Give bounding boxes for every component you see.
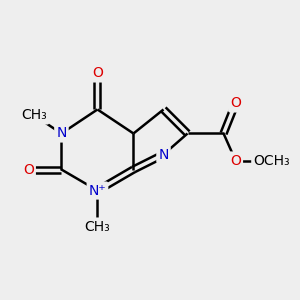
Text: O: O <box>230 154 241 167</box>
Text: O: O <box>92 66 103 80</box>
Text: CH₃: CH₃ <box>22 109 47 122</box>
Text: N: N <box>158 148 169 161</box>
Text: O: O <box>230 97 241 110</box>
Text: N: N <box>56 127 67 140</box>
Text: O: O <box>23 163 34 176</box>
Text: CH₃: CH₃ <box>85 220 110 234</box>
Text: OCH₃: OCH₃ <box>253 154 290 167</box>
Text: N⁺: N⁺ <box>88 184 106 197</box>
